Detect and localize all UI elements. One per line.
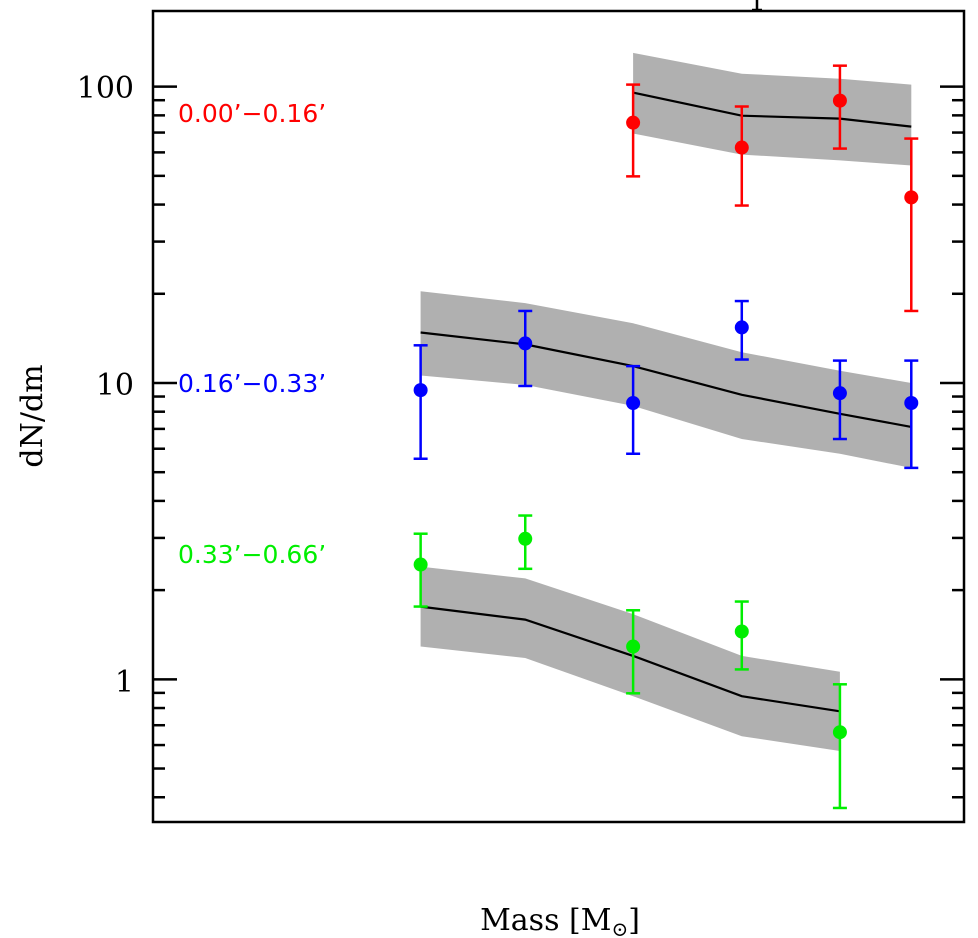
data-point — [413, 557, 428, 572]
data-point — [626, 639, 641, 654]
data-point — [904, 395, 919, 410]
data-points — [413, 93, 919, 740]
x-axis-label-close: ] — [628, 903, 640, 938]
model-line-0 — [632, 91, 912, 128]
model-band-2 — [420, 566, 840, 751]
data-point — [626, 395, 641, 410]
axis-ticks — [153, 85, 964, 799]
y-axis-label: dN/dm — [15, 364, 50, 467]
model-band-0 — [633, 52, 912, 166]
ytick-label-10: 10 — [96, 368, 134, 403]
model-bands — [420, 52, 912, 751]
ytick-label-100: 100 — [77, 71, 134, 106]
ytick-label-1: 1 — [115, 665, 134, 700]
cropped-title-fragment — [752, 0, 762, 12]
data-point — [734, 624, 749, 639]
data-point — [518, 336, 533, 351]
x-axis-label-main: Mass [M — [480, 903, 611, 938]
model-band-1 — [420, 291, 912, 468]
series-label-green: 0.33’−0.66’ — [178, 540, 326, 569]
data-point — [413, 383, 428, 398]
data-point — [832, 93, 847, 108]
data-point — [832, 386, 847, 401]
plot-frame — [151, 9, 966, 824]
data-point — [832, 725, 847, 740]
data-point — [518, 531, 533, 546]
data-point — [626, 115, 641, 130]
series-label-blue: 0.16’−0.33’ — [178, 369, 326, 398]
series-label-red: 0.00’−0.16’ — [178, 99, 326, 128]
model-line-1 — [420, 331, 912, 428]
x-axis-label: Mass [M⊙] — [480, 903, 640, 938]
data-point — [734, 320, 749, 335]
x-axis-label-sun-symbol: ⊙ — [611, 917, 628, 938]
data-point — [904, 190, 919, 205]
data-point — [734, 140, 749, 155]
